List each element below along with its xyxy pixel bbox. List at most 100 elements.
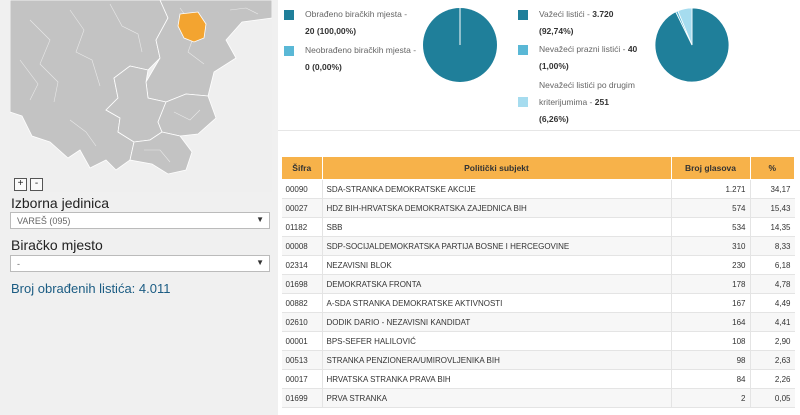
cell-party: HRVATSKA STRANKA PRAVA BIH [322, 369, 672, 389]
cell-votes: 230 [671, 255, 751, 275]
cell-party: NEZAVISNI BLOK [322, 255, 672, 275]
legend-value: 20 (100,00%) [305, 26, 357, 36]
legend-label: Obrađeno biračkih mjesta - [305, 9, 408, 19]
unit-select-value: VAREŠ (095) [17, 216, 71, 226]
stats-section: Obrađeno biračkih mjesta - 20 (100,00%) … [278, 0, 800, 130]
header-party[interactable]: Politički subjekt [321, 156, 672, 180]
results-table: Šifra Politički subjekt Broj glasova % 0… [281, 156, 795, 408]
cell-percent: 4,49 [750, 293, 795, 313]
station-label: Biračko mjesto [11, 237, 103, 253]
ballots-pie-chart [654, 7, 730, 83]
legend-label: Neobrađeno biračkih mjesta - [305, 45, 417, 55]
legend-value: 251 [594, 97, 609, 107]
table-row: 00008 SDP-SOCIJALDEMOKRATSKA PARTIJA BOSN… [281, 236, 795, 256]
map-zoom-controls: + - [14, 178, 43, 191]
cell-votes: 84 [671, 369, 751, 389]
cell-percent: 2,26 [750, 369, 795, 389]
station-select[interactable]: - ▼ [10, 255, 270, 272]
map-region[interactable] [157, 93, 217, 137]
table-row: 02314 NEZAVISNI BLOK 230 6,18 [281, 255, 795, 275]
cell-votes: 1.271 [671, 179, 751, 199]
cell-votes: 2 [671, 388, 751, 408]
header-code[interactable]: Šifra [281, 156, 323, 180]
cell-votes: 178 [671, 274, 751, 294]
cell-votes: 310 [671, 236, 751, 256]
cell-party: DEMOKRATSKA FRONTA [322, 274, 672, 294]
legend-valid: Važeći listići - 3.720 (92,74%) [518, 6, 614, 40]
header-votes[interactable]: Broj glasova [670, 156, 751, 180]
cell-code: 00008 [281, 236, 323, 256]
table-row: 01699 PRVA STRANKA 2 0,05 [281, 388, 795, 408]
unit-label: Izborna jedinica [11, 195, 110, 211]
table-row: 00001 BPS-SEFER HALILOVIĆ 108 2,90 [281, 331, 795, 351]
legend-value: 40 [627, 44, 638, 54]
cell-code: 00090 [281, 179, 323, 199]
chevron-down-icon: ▼ [256, 258, 264, 267]
table-row: 01698 DEMOKRATSKA FRONTA 178 4,78 [281, 274, 795, 294]
cell-code: 01698 [281, 274, 323, 294]
legend-value: 3.720 [592, 9, 614, 19]
cell-percent: 0,05 [750, 388, 795, 408]
table-row: 00027 HDZ BIH-HRVATSKA DEMOKRATSKA ZAJEDN… [281, 198, 795, 218]
header-percent[interactable]: % [749, 156, 795, 180]
cell-code: 01699 [281, 388, 323, 408]
cell-code: 00882 [281, 293, 323, 313]
cell-percent: 2,63 [750, 350, 795, 370]
cell-percent: 2,90 [750, 331, 795, 351]
cell-code: 00027 [281, 198, 323, 218]
legend-unprocessed: Neobrađeno biračkih mjesta - 0 (0,00%) [284, 42, 416, 76]
table-row: 02610 DODIK DARIO - NEZAVISNI KANDIDAT 164… [281, 312, 795, 332]
cell-votes: 164 [671, 312, 751, 332]
cell-party: BPS-SEFER HALILOVIĆ [322, 331, 672, 351]
legend-label: Nevažeći prazni listići - [539, 44, 626, 54]
left-panel: + - Izborna jedinica VAREŠ (095) ▼ Birač… [0, 0, 278, 415]
legend-swatch [518, 10, 528, 20]
map-svg [10, 0, 272, 175]
cell-percent: 34,17 [750, 179, 795, 199]
legend-text: Neobrađeno biračkih mjesta - 0 (0,00%) [305, 42, 416, 76]
legend-swatch [284, 10, 294, 20]
legend-swatch [518, 97, 528, 107]
processed-pie-chart [423, 8, 497, 82]
map-region[interactable] [129, 131, 193, 175]
table-row: 00017 HRVATSKA STRANKA PRAVA BIH 84 2,26 [281, 369, 795, 389]
legend-label: Nevažeći listići po drugim [539, 80, 635, 90]
cell-code: 00001 [281, 331, 323, 351]
section-divider [278, 130, 800, 131]
zoom-out-button[interactable]: - [30, 178, 43, 191]
cell-votes: 167 [671, 293, 751, 313]
cell-party: DODIK DARIO - NEZAVISNI KANDIDAT [322, 312, 672, 332]
legend-text: Nevažeći listići po drugim kriterijumima… [539, 77, 635, 128]
table-row: 00090 SDA-STRANKA DEMOKRATSKE AKCIJE 1.271… [281, 179, 795, 199]
cell-code: 00017 [281, 369, 323, 389]
cell-party: HDZ BIH-HRVATSKA DEMOKRATSKA ZAJEDNICA B… [322, 198, 672, 218]
cell-code: 02610 [281, 312, 323, 332]
municipality-map[interactable] [10, 0, 272, 192]
legend-percent: (1,00%) [539, 61, 569, 71]
cell-percent: 8,33 [750, 236, 795, 256]
legend-text: Nevažeći prazni listići - 40 (1,00%) [539, 41, 637, 75]
station-select-value: - [17, 259, 20, 269]
cell-percent: 14,35 [750, 217, 795, 237]
legend-processed: Obrađeno biračkih mjesta - 20 (100,00%) [284, 6, 407, 40]
cell-party: A-SDA STRANKA DEMOKRATSKE AKTIVNOSTI [322, 293, 672, 313]
zoom-in-button[interactable]: + [14, 178, 27, 191]
cell-votes: 98 [671, 350, 751, 370]
table-row: 01182 SBB 534 14,35 [281, 217, 795, 237]
table-header-row: Šifra Politički subjekt Broj glasova % [281, 156, 795, 180]
cell-percent: 6,18 [750, 255, 795, 275]
unit-select[interactable]: VAREŠ (095) ▼ [10, 212, 270, 229]
legend-blank: Nevažeći prazni listići - 40 (1,00%) [518, 41, 637, 75]
legend-swatch [518, 45, 528, 55]
cell-party: SDA-STRANKA DEMOKRATSKE AKCIJE [322, 179, 672, 199]
cell-party: PRVA STRANKA [322, 388, 672, 408]
table-row: 00882 A-SDA STRANKA DEMOKRATSKE AKTIVNOST… [281, 293, 795, 313]
cell-code: 00513 [281, 350, 323, 370]
legend-other-invalid: Nevažeći listići po drugim kriterijumima… [518, 77, 635, 128]
legend-label: kriterijumima - [539, 97, 593, 107]
table-row: 00513 STRANKA PENZIONERA/UMIROVLJENIKA BI… [281, 350, 795, 370]
cell-percent: 15,43 [750, 198, 795, 218]
map-region-selected-vares[interactable] [177, 11, 207, 43]
cell-party: SBB [322, 217, 672, 237]
legend-value: 0 (0,00%) [305, 62, 342, 72]
